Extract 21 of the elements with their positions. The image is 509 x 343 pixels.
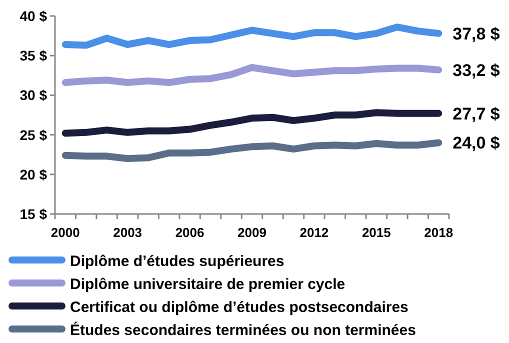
data-label: 37,8 $ (452, 24, 500, 44)
y-tick-label: 35 $ (20, 48, 48, 64)
y-tick-label: 20 $ (20, 166, 48, 182)
x-tick-label: 2018 (424, 225, 454, 240)
y-tick-label: 30 $ (20, 87, 48, 104)
x-tick-label: 2003 (113, 225, 142, 240)
data-label: 33,2 $ (452, 60, 500, 80)
x-tick-label: 2015 (362, 225, 391, 240)
x-tick-label: 2009 (238, 225, 266, 240)
data-label: 24,0 $ (452, 134, 500, 153)
legend-label: Diplôme d’études supérieures (70, 253, 284, 270)
y-tick-label: 15 $ (20, 206, 48, 222)
x-tick-label: 2012 (300, 225, 329, 240)
data-label: 27,7 $ (452, 104, 500, 124)
y-tick-label: 40 $ (20, 8, 48, 24)
x-tick-label: 2000 (50, 225, 80, 240)
legend-label: Certificat ou diplôme d’études postsecondaires (70, 299, 408, 316)
legend-label: Diplôme universitaire de premier cycle (70, 276, 346, 293)
y-tick-label: 25 $ (20, 126, 48, 143)
legend-label: Études secondaires terminées ou non terminées (70, 321, 416, 339)
x-tick-label: 2006 (175, 225, 204, 240)
